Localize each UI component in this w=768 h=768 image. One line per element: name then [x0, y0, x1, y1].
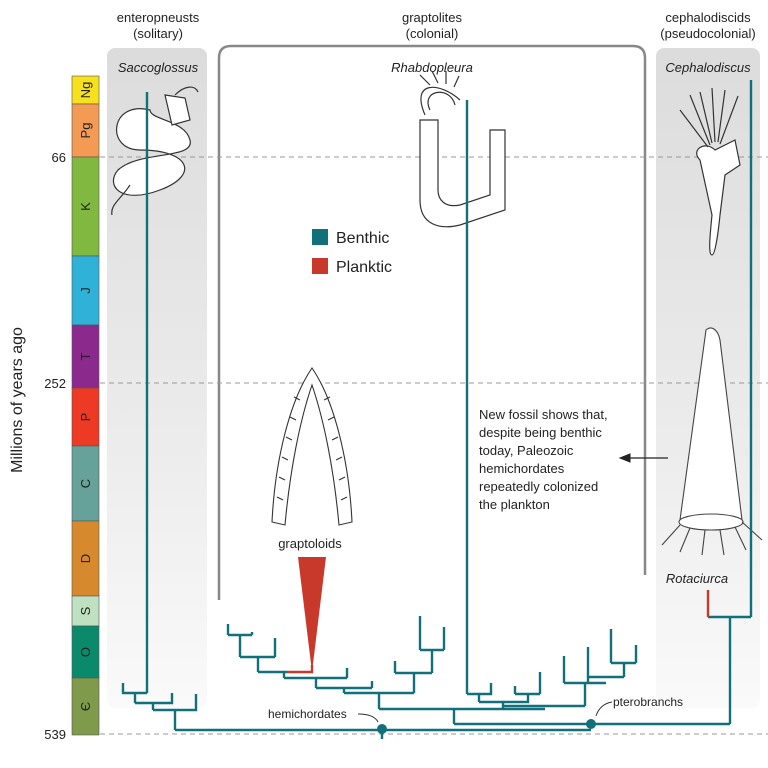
taxon-rhabdopleura: Rhabdopleura: [391, 60, 473, 75]
taxon-cephalodiscus: Cephalodiscus: [665, 60, 751, 75]
planktic-branch: [287, 665, 314, 674]
legend: Benthic Planktic: [312, 229, 392, 276]
period-label: K: [78, 202, 93, 211]
annotation-line: the plankton: [479, 497, 550, 512]
tree-branch: [479, 694, 530, 704]
period-2: [71, 103, 100, 158]
enteropneusts-panel: [107, 48, 207, 708]
period-1: [71, 75, 100, 105]
period-label: C: [78, 479, 93, 488]
hemichordates-pointer: [357, 713, 379, 723]
pterobranchs-pointer: [595, 701, 613, 717]
header-cephalodiscids: cephalodiscids: [665, 10, 751, 25]
pterobranchs-node: [586, 719, 596, 729]
hemichordates-node: [377, 724, 387, 734]
legend-swatch-planktic: [312, 258, 328, 274]
legend-swatch-benthic: [312, 229, 328, 245]
annotation-line: hemichordates: [479, 461, 565, 476]
axis-ticks: 66 252 539: [44, 150, 66, 742]
period-label: S: [78, 606, 93, 615]
header-enteropneusts: enteropneusts: [117, 10, 200, 25]
header-enteropneusts-sub: (solitary): [133, 26, 183, 41]
period-label: T: [78, 352, 93, 360]
rhabdopleura-illustration: [419, 70, 506, 228]
legend-label-planktic: Planktic: [336, 259, 392, 276]
axis-label: Millions of years ago: [9, 327, 26, 473]
tree-branch: [135, 693, 174, 705]
period-label: Є: [78, 702, 93, 711]
tree-branch: [467, 683, 493, 696]
period-label: J: [78, 287, 93, 294]
tick-252: 252: [44, 376, 66, 391]
geologic-timescale: Ng Pg K J T P C D S O Є: [71, 75, 100, 736]
graptolites-bracket: [217, 44, 647, 600]
label-pterobranchs: pterobranchs: [613, 695, 683, 709]
saccoglossus-illustration: [111, 86, 199, 216]
period-6: [71, 387, 100, 447]
cephalodiscus-illustration: [679, 87, 741, 256]
period-10: [71, 625, 100, 679]
period-label: Pg: [78, 123, 93, 139]
annotation-line: New fossil shows that,: [479, 407, 608, 422]
legend-label-benthic: Benthic: [336, 230, 389, 247]
taxon-saccoglossus: Saccoglossus: [118, 60, 199, 75]
header-graptolites: graptolites: [402, 10, 462, 25]
annotation-line: repeatedly colonized: [479, 479, 598, 494]
header-cephalodiscids-sub: (pseudocolonial): [660, 26, 755, 41]
label-graptoloids: graptoloids: [278, 536, 342, 551]
tick-66: 66: [52, 150, 66, 165]
tree-branch: [153, 694, 198, 712]
period-5: [71, 324, 100, 389]
period-4: [71, 255, 100, 326]
label-rotaciurca: Rotaciurca: [666, 571, 728, 586]
annotation-line: despite being benthic: [479, 425, 602, 440]
graptoloid-illustration: [271, 367, 353, 526]
phylogenetic-tree: [121, 80, 753, 739]
group-headers: enteropneusts (solitary) graptolites (co…: [117, 10, 756, 75]
annotation: New fossil shows that, despite being ben…: [479, 407, 608, 512]
annotation-arrow: [618, 453, 668, 463]
period-3: [71, 156, 100, 257]
period-label: P: [78, 413, 93, 422]
annotation-line: today, Paleozoic: [479, 443, 574, 458]
tree-branch: [121, 683, 147, 695]
graptoloid-radiation-wedge: [298, 557, 326, 672]
tick-539: 539: [44, 727, 66, 742]
rotaciurca-illustration: [661, 327, 763, 556]
period-label: Ng: [78, 82, 93, 99]
period-label: D: [78, 554, 93, 563]
header-graptolites-sub: (colonial): [406, 26, 459, 41]
label-hemichordates: hemichordates: [268, 707, 347, 721]
period-label: O: [78, 647, 93, 657]
period-11: [71, 677, 100, 736]
